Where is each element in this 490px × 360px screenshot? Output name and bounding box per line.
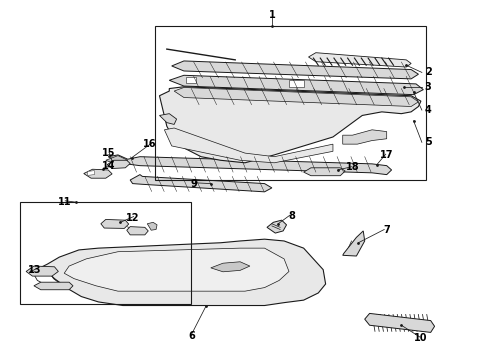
- Polygon shape: [88, 171, 95, 175]
- Polygon shape: [343, 231, 365, 256]
- Polygon shape: [186, 77, 196, 83]
- Text: 16: 16: [143, 139, 156, 149]
- Polygon shape: [159, 114, 176, 125]
- Text: 1: 1: [269, 10, 275, 20]
- Text: 11: 11: [57, 197, 71, 207]
- Text: 5: 5: [425, 138, 432, 147]
- Polygon shape: [101, 220, 129, 228]
- Bar: [155, 26, 426, 180]
- Polygon shape: [130, 175, 272, 192]
- Text: 3: 3: [425, 82, 432, 92]
- Text: 2: 2: [425, 67, 432, 77]
- Text: 14: 14: [101, 161, 115, 171]
- Polygon shape: [34, 282, 73, 290]
- Polygon shape: [127, 226, 148, 235]
- Polygon shape: [304, 168, 345, 176]
- Text: 10: 10: [414, 333, 428, 343]
- Polygon shape: [159, 87, 421, 163]
- Polygon shape: [309, 53, 411, 67]
- Polygon shape: [107, 160, 130, 168]
- Polygon shape: [147, 222, 157, 230]
- Text: 17: 17: [380, 150, 393, 160]
- Polygon shape: [84, 169, 112, 178]
- Polygon shape: [365, 314, 435, 332]
- Text: 9: 9: [190, 179, 197, 189]
- Bar: [20, 202, 191, 304]
- Text: 8: 8: [288, 211, 295, 221]
- Text: 4: 4: [425, 105, 432, 115]
- Text: 7: 7: [383, 225, 390, 235]
- Text: 6: 6: [188, 331, 195, 341]
- Polygon shape: [267, 220, 287, 233]
- Polygon shape: [169, 75, 423, 95]
- Polygon shape: [26, 266, 58, 276]
- Polygon shape: [289, 80, 304, 87]
- Polygon shape: [106, 156, 128, 165]
- Polygon shape: [172, 61, 418, 79]
- Polygon shape: [164, 128, 333, 163]
- Polygon shape: [64, 248, 289, 291]
- Polygon shape: [40, 239, 326, 306]
- Text: 13: 13: [28, 265, 42, 275]
- Text: 15: 15: [101, 148, 115, 158]
- Text: 18: 18: [345, 162, 359, 172]
- Polygon shape: [108, 155, 392, 175]
- Polygon shape: [343, 130, 387, 144]
- Polygon shape: [174, 87, 418, 107]
- Polygon shape: [211, 262, 250, 272]
- Text: 12: 12: [126, 213, 139, 222]
